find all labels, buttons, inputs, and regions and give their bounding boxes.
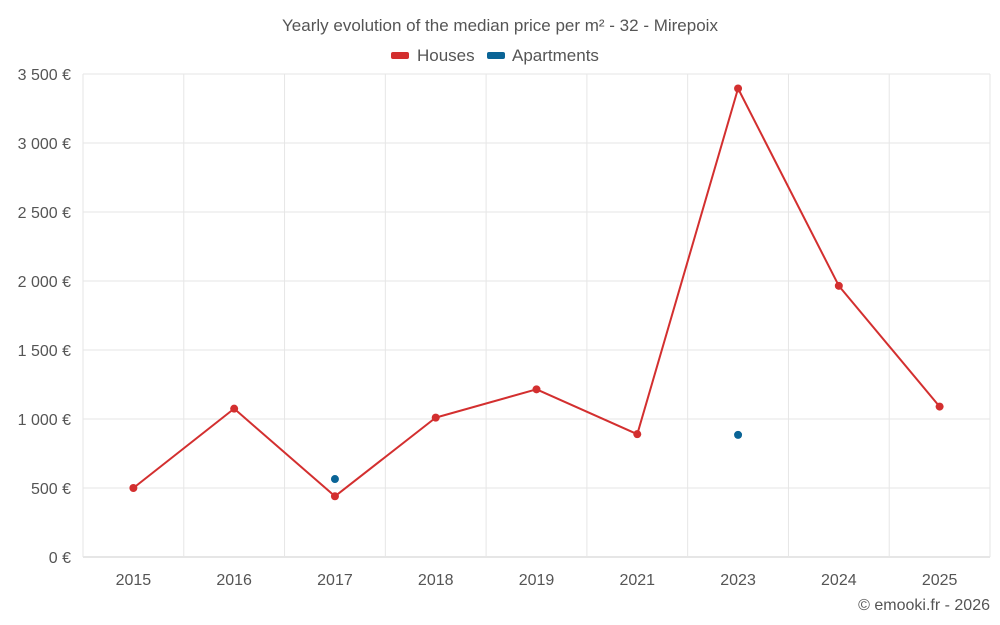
legend-item-houses[interactable]: Houses: [391, 46, 475, 65]
series-houses: [129, 84, 944, 501]
x-tick-label: 2025: [922, 572, 958, 589]
legend-swatch-apartments: [487, 52, 505, 59]
data-point-apartments[interactable]: [330, 475, 339, 484]
data-point-houses[interactable]: [834, 281, 843, 290]
series-line-houses: [737, 88, 840, 287]
chart-title: Yearly evolution of the median price per…: [282, 16, 718, 35]
data-point-houses[interactable]: [431, 413, 440, 422]
series-apartments: [330, 430, 743, 484]
y-tick-label: 1 000 €: [18, 412, 71, 429]
x-tick-label: 2016: [216, 572, 252, 589]
data-point-houses[interactable]: [230, 404, 239, 413]
legend-swatch-houses: [391, 52, 409, 59]
series-line-houses: [334, 416, 437, 498]
y-tick-label: 3 500 €: [18, 67, 71, 84]
legend-label-houses: Houses: [417, 46, 475, 65]
data-point-houses[interactable]: [734, 84, 743, 93]
credit: © emooki.fr - 2026: [858, 597, 990, 614]
x-axis: 2015 2016 2017 2018 2019 2021 2023 2024 2025: [116, 572, 958, 589]
series-line-houses: [838, 285, 941, 408]
x-tick-label: 2021: [619, 572, 655, 589]
y-gridlines: [83, 73, 990, 558]
data-point-houses[interactable]: [935, 402, 944, 411]
x-gridlines: [82, 74, 991, 557]
series-layer: [129, 84, 944, 501]
data-point-houses[interactable]: [330, 492, 339, 501]
data-point-houses[interactable]: [633, 430, 642, 439]
legend-label-apartments: Apartments: [512, 46, 599, 65]
legend: Houses Apartments: [391, 46, 599, 65]
x-tick-label: 2024: [821, 572, 857, 589]
data-point-houses[interactable]: [129, 484, 138, 492]
series-line-houses: [636, 88, 740, 435]
series-line-houses: [536, 388, 638, 436]
y-tick-label: 500 €: [31, 481, 71, 498]
x-tick-label: 2018: [418, 572, 454, 589]
legend-item-apartments[interactable]: Apartments: [487, 46, 599, 65]
x-tick-label: 2015: [116, 572, 152, 589]
series-line-houses: [435, 388, 537, 419]
y-tick-label: 1 500 €: [18, 343, 71, 360]
x-tick-label: 2023: [720, 572, 756, 589]
y-axis: 0 € 500 € 1 000 € 1 500 € 2 000 € 2 500 € 3 00…: [18, 67, 71, 567]
series-line-houses: [132, 407, 235, 489]
series-line-houses: [233, 407, 336, 498]
y-tick-label: 3 000 €: [18, 136, 71, 153]
data-point-apartments[interactable]: [734, 430, 743, 439]
x-tick-label: 2017: [317, 572, 353, 589]
data-point-houses[interactable]: [532, 385, 541, 394]
y-tick-label: 0 €: [49, 550, 71, 567]
y-tick-label: 2 000 €: [18, 274, 71, 291]
y-tick-label: 2 500 €: [18, 205, 71, 222]
x-tick-label: 2019: [519, 572, 555, 589]
